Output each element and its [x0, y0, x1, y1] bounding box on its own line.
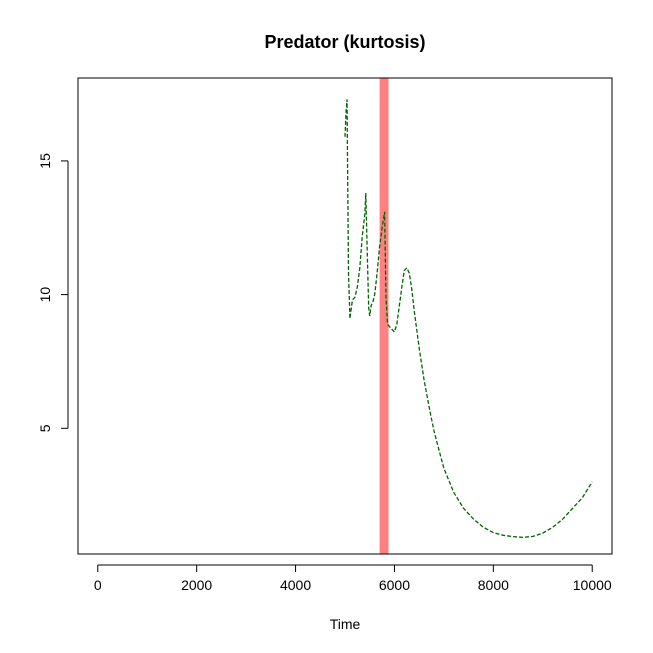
series-layer — [344, 99, 593, 539]
y-axis: 5 10 15 — [37, 153, 69, 432]
x-tick-label: 0 — [94, 577, 102, 593]
x-tick-label: 4000 — [280, 577, 311, 593]
x-axis: 0 2000 4000 6000 8000 10000 — [94, 564, 612, 593]
y-tick-label: 5 — [37, 424, 53, 432]
highlight-band-layer — [379, 78, 389, 554]
x-tick-label: 2000 — [181, 577, 212, 593]
chart-title: Predator (kurtosis) — [264, 32, 425, 52]
y-tick-label: 15 — [37, 153, 53, 169]
x-tick-label: 6000 — [379, 577, 410, 593]
plot-frame — [77, 77, 613, 555]
x-axis-label: Time — [330, 616, 361, 632]
highlight-band — [379, 78, 389, 554]
x-tick-label: 8000 — [478, 577, 509, 593]
x-tick-label: 10000 — [573, 577, 612, 593]
y-tick-label: 10 — [37, 287, 53, 303]
series-line-0 — [344, 99, 593, 539]
